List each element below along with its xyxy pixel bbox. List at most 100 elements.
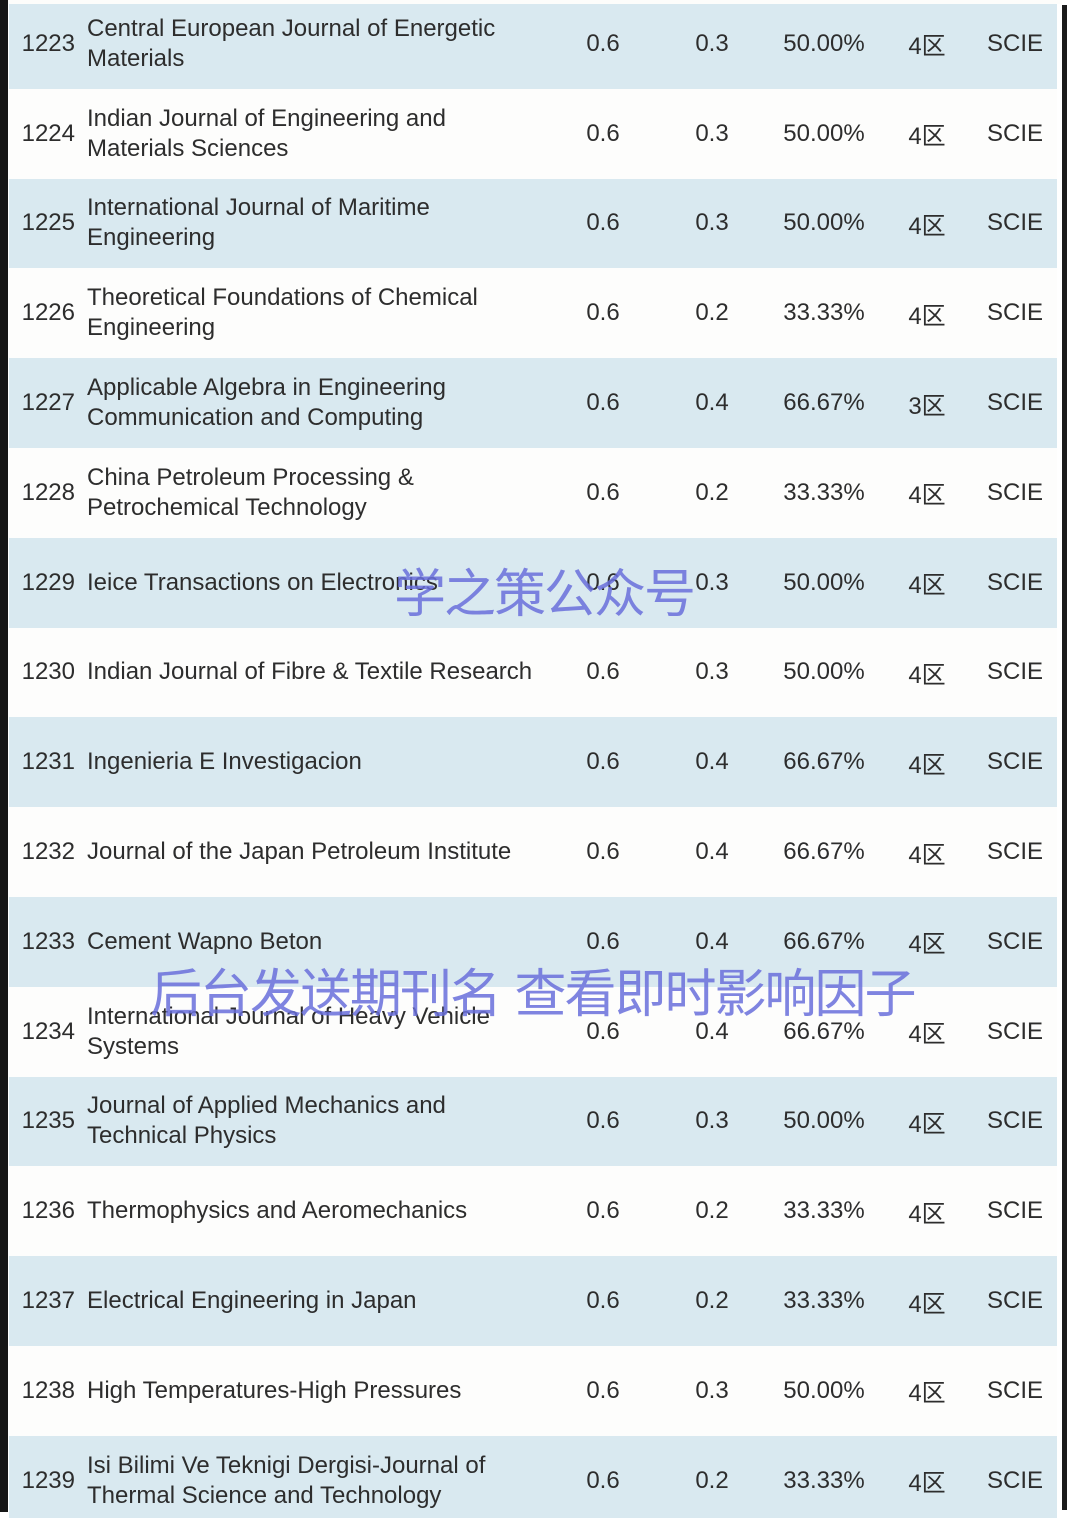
metric-value-2: 0.3 [695, 568, 729, 596]
partition-zone-label: 4区 [908, 1470, 946, 1498]
percentage-value: 66.67% [783, 389, 865, 417]
table-row: 1235 Journal of Applied Mechanics and Te… [9, 1076, 1057, 1167]
page-top-margin [8, 0, 1062, 4]
metric-value-2: 0.4 [695, 838, 729, 866]
journal-name: Theoretical Foundations of Chemical Engi… [87, 284, 478, 342]
journal-name: International Journal of Maritime Engine… [87, 194, 430, 252]
partition-zone-label: 4区 [908, 931, 946, 959]
index-type-label: SCIE [986, 478, 1043, 506]
row-number: 1234 [21, 1017, 75, 1045]
table-row: 1239 Isi Bilimi Ve Teknigi Dergisi-Journ… [9, 1435, 1057, 1526]
journal-name: Applicable Algebra in Engineering Commun… [87, 374, 446, 432]
index-type-label: SCIE [986, 299, 1043, 327]
metric-value-1: 0.6 [586, 568, 620, 596]
metric-value-2: 0.4 [695, 927, 729, 955]
partition-zone-label: 4区 [908, 1380, 946, 1408]
metric-value-2: 0.2 [695, 1466, 729, 1494]
journal-name: Thermophysics and Aeromechanics [87, 1197, 468, 1225]
percentage-value: 33.33% [783, 478, 865, 506]
percentage-value: 66.67% [783, 927, 865, 955]
index-type-label: SCIE [986, 838, 1043, 866]
journal-name: International Journal of Heavy Vehicle S… [87, 1002, 490, 1060]
partition-zone-label: 4区 [908, 661, 946, 689]
table-row: 1233 Cement Wapno Beton 0.6 0.4 66.67% 4… [9, 896, 1057, 987]
row-number: 1224 [21, 119, 75, 147]
partition-zone-label: 4区 [908, 1290, 946, 1318]
partition-zone-label: 4区 [908, 751, 946, 779]
journal-name: Isi Bilimi Ve Teknigi Dergisi-Journal of… [87, 1451, 486, 1509]
metric-value-2: 0.4 [695, 389, 729, 417]
index-type-label: SCIE [986, 568, 1043, 596]
metric-value-2: 0.4 [695, 748, 729, 776]
partition-zone-label: 4区 [908, 841, 946, 869]
percentage-value: 33.33% [783, 1287, 865, 1315]
metric-value-1: 0.6 [586, 478, 620, 506]
row-number: 1237 [21, 1287, 75, 1315]
row-number: 1228 [21, 478, 75, 506]
percentage-value: 33.33% [783, 1197, 865, 1225]
index-type-label: SCIE [986, 119, 1043, 147]
page-edge-right [1062, 5, 1067, 1510]
index-type-label: SCIE [986, 748, 1043, 776]
index-type-label: SCIE [986, 1287, 1043, 1315]
metric-value-1: 0.6 [586, 1197, 620, 1225]
metric-value-2: 0.3 [695, 1107, 729, 1135]
partition-zone-label: 4区 [908, 212, 946, 240]
metric-value-1: 0.6 [586, 1107, 620, 1135]
row-number: 1232 [21, 838, 75, 866]
row-number: 1227 [21, 389, 75, 417]
journal-name: Indian Journal of Engineering and Materi… [87, 104, 446, 162]
metric-value-2: 0.2 [695, 478, 729, 506]
index-type-label: SCIE [986, 1466, 1043, 1494]
journal-name: High Temperatures-High Pressures [87, 1376, 462, 1404]
table-row: 1226 Theoretical Foundations of Chemical… [9, 268, 1057, 359]
row-number: 1223 [21, 29, 75, 57]
partition-zone-label: 4区 [908, 123, 946, 151]
journal-name: Journal of Applied Mechanics and Technic… [87, 1092, 446, 1150]
metric-value-1: 0.6 [586, 1017, 620, 1045]
index-type-label: SCIE [986, 1107, 1043, 1135]
journal-name: Ieice Transactions on Electronics [87, 568, 438, 596]
metric-value-2: 0.3 [695, 658, 729, 686]
table-row: 1237 Electrical Engineering in Japan 0.6… [9, 1256, 1057, 1346]
percentage-value: 33.33% [783, 1466, 865, 1494]
percentage-value: 50.00% [783, 1376, 865, 1404]
partition-zone-label: 4区 [908, 1021, 946, 1049]
metric-value-2: 0.2 [695, 1287, 729, 1315]
partition-zone-label: 4区 [908, 572, 946, 600]
partition-zone-label: 3区 [908, 392, 946, 420]
table-row: 1227 Applicable Algebra in Engineering C… [9, 358, 1057, 448]
percentage-value: 50.00% [783, 658, 865, 686]
percentage-value: 33.33% [783, 299, 865, 327]
table-row: 1238 High Temperatures-High Pressures 0.… [9, 1345, 1057, 1436]
partition-zone-label: 4区 [908, 302, 946, 330]
metric-value-2: 0.3 [695, 119, 729, 147]
row-number: 1239 [21, 1466, 75, 1494]
percentage-value: 66.67% [783, 1017, 865, 1045]
journal-name: Ingenieria E Investigacion [87, 748, 362, 776]
table-row: 1234 International Journal of Heavy Vehi… [9, 986, 1057, 1077]
row-number: 1225 [21, 209, 75, 237]
index-type-label: SCIE [986, 209, 1043, 237]
row-number: 1238 [21, 1376, 75, 1404]
metric-value-1: 0.6 [586, 838, 620, 866]
table-row: 1223 Central European Journal of Energet… [9, 0, 1057, 89]
metric-value-1: 0.6 [586, 119, 620, 147]
index-type-label: SCIE [986, 29, 1043, 57]
percentage-value: 50.00% [783, 568, 865, 596]
metric-value-1: 0.6 [586, 1466, 620, 1494]
partition-zone-label: 4区 [908, 482, 946, 510]
index-type-label: SCIE [986, 1197, 1043, 1225]
journal-name: Central European Journal of Energetic Ma… [87, 14, 496, 72]
metric-value-1: 0.6 [586, 748, 620, 776]
metric-value-2: 0.2 [695, 1197, 729, 1225]
percentage-value: 66.67% [783, 748, 865, 776]
metric-value-1: 0.6 [586, 389, 620, 417]
percentage-value: 50.00% [783, 119, 865, 147]
metric-value-1: 0.6 [586, 1376, 620, 1404]
percentage-value: 66.67% [783, 838, 865, 866]
metric-value-1: 0.6 [586, 927, 620, 955]
metric-value-2: 0.3 [695, 1376, 729, 1404]
partition-zone-label: 4区 [908, 1200, 946, 1228]
metric-value-2: 0.3 [695, 29, 729, 57]
